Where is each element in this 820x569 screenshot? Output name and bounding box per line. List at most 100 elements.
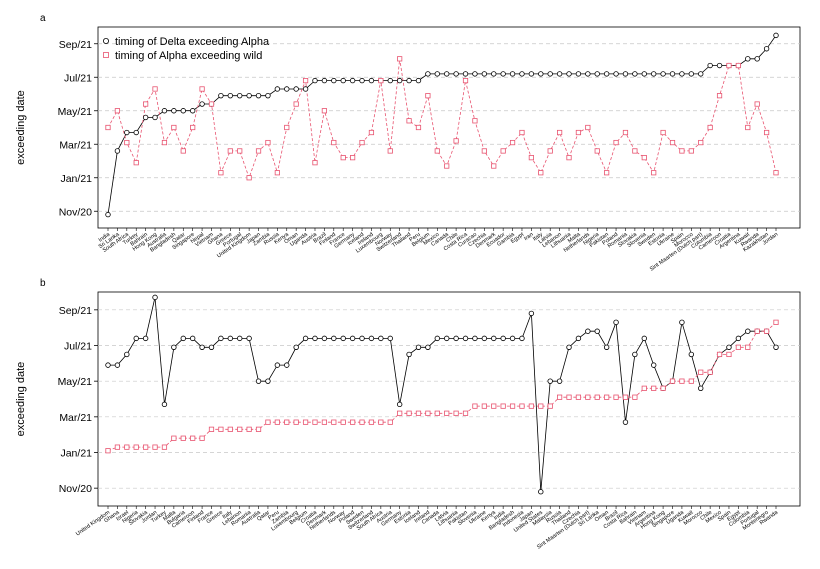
marker xyxy=(434,71,440,77)
marker xyxy=(255,426,262,432)
marker xyxy=(679,378,685,384)
marker xyxy=(302,78,309,84)
marker xyxy=(538,71,544,77)
marker xyxy=(368,419,375,425)
y-tick-label: Nov/20 xyxy=(59,483,92,495)
marker xyxy=(255,378,262,384)
marker xyxy=(133,444,139,450)
marker xyxy=(481,335,488,342)
marker xyxy=(368,335,375,342)
marker xyxy=(726,351,732,358)
marker xyxy=(716,62,723,69)
marker xyxy=(350,155,356,161)
marker xyxy=(180,335,186,342)
marker xyxy=(180,148,186,154)
marker xyxy=(603,344,610,350)
marker xyxy=(387,77,393,84)
marker xyxy=(368,129,375,136)
marker xyxy=(312,77,318,84)
marker xyxy=(481,71,488,77)
marker xyxy=(698,139,704,146)
marker xyxy=(293,419,299,425)
marker xyxy=(613,394,619,400)
marker xyxy=(199,101,205,107)
marker xyxy=(218,426,224,432)
marker xyxy=(378,78,384,84)
marker xyxy=(208,101,215,107)
marker xyxy=(105,124,111,131)
marker xyxy=(519,335,525,342)
marker xyxy=(124,444,130,450)
marker xyxy=(679,71,685,77)
marker xyxy=(321,77,328,84)
marker xyxy=(350,419,356,425)
marker xyxy=(397,410,403,416)
y-tick-label: Mar/21 xyxy=(59,139,92,151)
marker xyxy=(246,426,252,432)
marker xyxy=(735,335,742,342)
marker xyxy=(594,71,600,77)
marker xyxy=(171,435,177,441)
panel-label: a xyxy=(40,13,46,24)
marker xyxy=(152,444,158,450)
marker xyxy=(161,444,168,450)
marker xyxy=(218,335,224,342)
marker xyxy=(302,86,309,92)
marker xyxy=(528,155,534,161)
marker xyxy=(547,403,553,409)
marker xyxy=(171,124,177,131)
marker xyxy=(255,148,262,154)
marker xyxy=(566,71,572,77)
marker xyxy=(105,362,111,368)
marker xyxy=(152,114,158,121)
marker xyxy=(566,394,572,400)
marker xyxy=(707,124,713,131)
marker xyxy=(143,101,149,107)
y-tick-label: Nov/20 xyxy=(59,206,92,218)
marker xyxy=(190,435,196,441)
marker xyxy=(284,419,290,425)
marker xyxy=(105,448,111,454)
marker xyxy=(462,78,469,84)
marker xyxy=(293,101,299,107)
marker xyxy=(340,335,346,342)
marker xyxy=(302,335,309,342)
marker xyxy=(472,71,478,77)
marker xyxy=(707,369,713,375)
marker xyxy=(735,62,741,69)
marker xyxy=(133,335,139,342)
marker xyxy=(528,403,534,409)
marker xyxy=(396,77,403,84)
marker xyxy=(190,124,196,131)
marker xyxy=(622,129,629,136)
marker xyxy=(265,139,271,146)
marker xyxy=(500,335,506,342)
marker xyxy=(331,335,337,342)
marker xyxy=(171,108,177,114)
marker xyxy=(199,86,205,92)
marker xyxy=(660,129,666,136)
marker xyxy=(161,401,168,408)
marker xyxy=(491,335,497,342)
marker xyxy=(735,344,741,350)
marker xyxy=(509,139,516,146)
marker xyxy=(519,71,525,77)
marker xyxy=(340,77,346,84)
marker xyxy=(651,385,657,391)
marker xyxy=(189,108,196,114)
marker xyxy=(660,385,666,391)
marker xyxy=(547,148,553,154)
marker xyxy=(227,148,233,154)
marker xyxy=(632,394,638,400)
marker xyxy=(528,71,535,77)
marker xyxy=(566,344,572,350)
marker xyxy=(773,170,779,176)
marker xyxy=(105,211,111,218)
marker xyxy=(650,362,657,368)
marker xyxy=(773,344,779,350)
marker xyxy=(603,71,610,77)
marker xyxy=(368,77,375,84)
legend-marker xyxy=(103,38,110,45)
marker xyxy=(161,108,168,114)
